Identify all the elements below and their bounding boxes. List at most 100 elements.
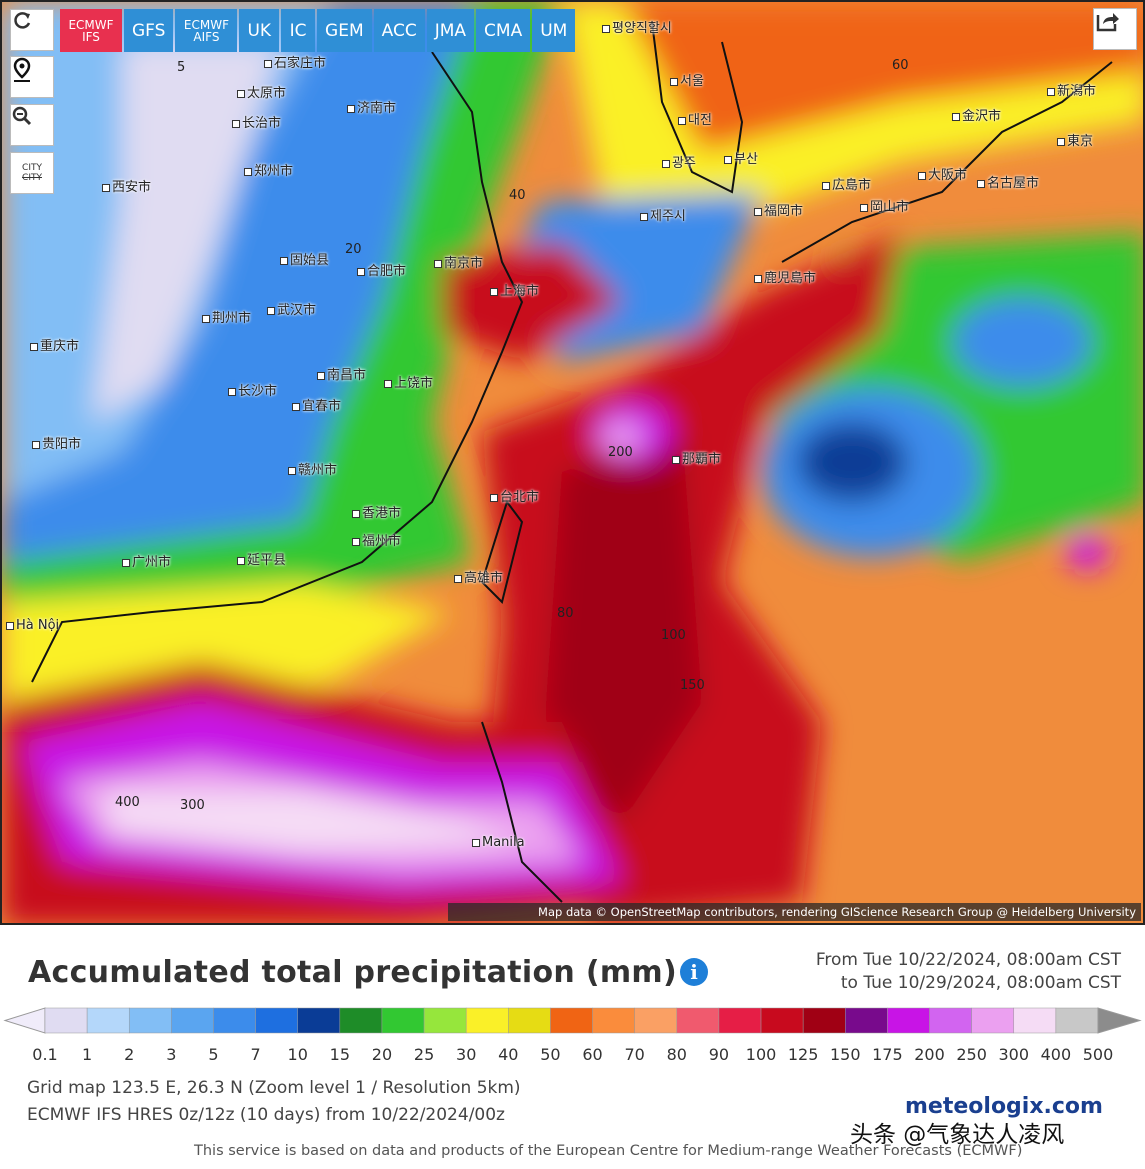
- city-label: 长治市: [232, 112, 281, 131]
- zoom-button[interactable]: [10, 104, 54, 146]
- legend-label: 30: [456, 1045, 476, 1064]
- legend-label: 125: [788, 1045, 819, 1064]
- city-label: 荆州市: [202, 307, 251, 326]
- city-label: 香港市: [352, 502, 401, 521]
- map[interactable]: 石家庄市 太原市 济南市 长治市 郑州市 西安市 固始县 合肥市 南京市 上海市…: [0, 0, 1145, 925]
- model-button[interactable]: ECMWF IFS: [60, 9, 122, 52]
- model-button[interactable]: GEM: [317, 9, 372, 52]
- legend-label: 1: [82, 1045, 92, 1064]
- legend-above: [1097, 1007, 1142, 1034]
- model-button[interactable]: JMA: [426, 9, 475, 52]
- legend-label: 5: [208, 1045, 218, 1064]
- legend-swatch: [1055, 1007, 1099, 1034]
- city-label: 名古屋市: [977, 172, 1039, 191]
- contour-label: 20: [345, 242, 362, 257]
- legend-swatch: [339, 1007, 383, 1034]
- city-label: 赣州市: [288, 459, 337, 478]
- contour-label: 80: [557, 606, 574, 621]
- model-button[interactable]: GFS: [124, 9, 174, 52]
- refresh-button[interactable]: [10, 9, 54, 51]
- run-info: ECMWF IFS HRES 0z/12z (10 days) from 10/…: [27, 1105, 505, 1125]
- legend-label: 80: [667, 1045, 687, 1064]
- city-label: 南京市: [434, 252, 483, 271]
- city-label: 固始县: [280, 249, 329, 268]
- legend-label: 70: [625, 1045, 645, 1064]
- city-label: 鹿児島市: [754, 267, 816, 286]
- model-button[interactable]: UM: [532, 9, 576, 52]
- legend-label: 7: [251, 1045, 261, 1064]
- location-icon: [13, 57, 31, 82]
- city-label: 金沢市: [952, 105, 1001, 124]
- info-button[interactable]: i: [680, 958, 708, 986]
- model-bar: ECMWF IFS GFS ECMWF AIFS UK IC GEM ACC JMA CMA UM: [60, 9, 576, 52]
- city-label: 广州市: [122, 551, 171, 570]
- legend-label: 300: [998, 1045, 1029, 1064]
- city-label: 上海市: [490, 280, 539, 299]
- city-label: 岡山市: [860, 196, 909, 215]
- legend-label: 175: [872, 1045, 903, 1064]
- city-label: 合肥市: [357, 260, 406, 279]
- legend-swatch: [128, 1007, 172, 1034]
- legend-swatch: [887, 1007, 930, 1034]
- legend-label: 10: [288, 1045, 308, 1064]
- city-toggle[interactable]: CITY CITY: [10, 152, 54, 194]
- legend-label: 25: [414, 1045, 434, 1064]
- legend-label: 20: [372, 1045, 392, 1064]
- city-label-off: CITY: [22, 173, 42, 183]
- city-label: 郑州市: [244, 160, 293, 179]
- legend-swatch: [718, 1007, 762, 1034]
- city-label: 长沙市: [228, 380, 277, 399]
- model-button[interactable]: UK: [239, 9, 280, 52]
- legend-swatch: [676, 1007, 720, 1034]
- legend-swatch: [508, 1007, 551, 1034]
- brand-logo[interactable]: meteologix.com: [905, 1094, 1103, 1119]
- legend-swatch: [971, 1007, 1015, 1034]
- city-label: 西安市: [102, 176, 151, 195]
- legend-swatch: [845, 1007, 888, 1034]
- model-button[interactable]: CMA: [476, 9, 531, 52]
- disclaimer: This service is based on data and produc…: [194, 1143, 1023, 1159]
- legend-swatch: [44, 1007, 88, 1034]
- legend-swatch: [802, 1007, 846, 1034]
- city-label: 那覇市: [672, 448, 721, 467]
- legend-label: 100: [746, 1045, 777, 1064]
- city-label: 福岡市: [754, 200, 803, 219]
- city-label: 上饶市: [384, 372, 433, 391]
- legend-label: 500: [1083, 1045, 1114, 1064]
- city-label: 서울: [670, 70, 704, 89]
- date-from: From Tue 10/22/2024, 08:00am CST: [815, 950, 1121, 970]
- city-label: 贵阳市: [32, 433, 81, 452]
- city-label: 東京: [1057, 130, 1093, 149]
- city-label: 石家庄市: [264, 52, 326, 71]
- model-button[interactable]: IC: [281, 9, 316, 52]
- city-label: 大阪市: [918, 164, 967, 183]
- grid-info: Grid map 123.5 E, 26.3 N (Zoom level 1 /…: [27, 1078, 521, 1098]
- legend-label: 400: [1041, 1045, 1072, 1064]
- model-button[interactable]: ECMWF AIFS: [175, 9, 238, 52]
- legend-label: 90: [709, 1045, 729, 1064]
- legend-swatch: [550, 1007, 593, 1034]
- legend-swatch: [465, 1007, 509, 1034]
- legend-swatch: [255, 1007, 298, 1034]
- city-label: 대전: [678, 109, 712, 128]
- city-label: 济南市: [347, 97, 396, 116]
- city-label: 南昌市: [317, 364, 366, 383]
- legend-label: 60: [582, 1045, 602, 1064]
- location-button[interactable]: [10, 56, 54, 98]
- legend-swatch: [423, 1007, 467, 1034]
- legend-below: [3, 1007, 46, 1034]
- contour-label: 60: [892, 58, 909, 73]
- contour-label: 200: [608, 445, 633, 460]
- city-label: 高雄市: [454, 567, 503, 586]
- share-button[interactable]: [1093, 8, 1137, 50]
- city-label: 宜春市: [292, 395, 341, 414]
- watermark: 头条 @气象达人凌风: [850, 1122, 1065, 1148]
- contour-label: 100: [661, 628, 686, 643]
- legend-swatch: [213, 1007, 256, 1034]
- city-label: 평양직할시: [602, 17, 672, 36]
- city-label: 太原市: [237, 82, 286, 101]
- legend-label: 250: [956, 1045, 987, 1064]
- model-button[interactable]: ACC: [373, 9, 425, 52]
- contour-label: 40: [509, 188, 526, 203]
